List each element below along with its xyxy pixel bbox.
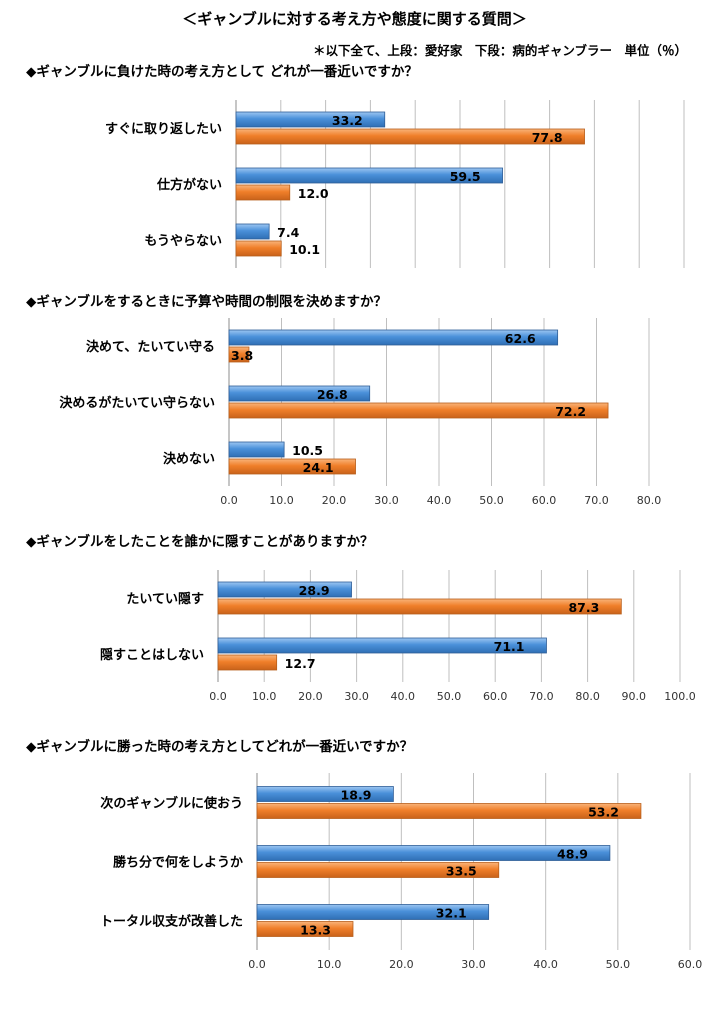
data-label: 12.7	[285, 656, 316, 671]
x-tick-label: 60.0	[483, 690, 508, 703]
x-tick-label: 10.0	[269, 494, 294, 507]
data-label: 10.1	[289, 242, 320, 257]
bar-enthusiast	[217, 581, 352, 598]
x-tick-label: 90.0	[622, 690, 647, 703]
data-label: 77.8	[532, 130, 563, 145]
bar-plot: すぐに取り返したい 33.2 77.8 仕方がない 59.5 12.0 もうやらない 7.4 1…	[105, 100, 685, 268]
x-tick-label: 40.0	[533, 958, 558, 971]
bar-enthusiast	[235, 167, 503, 184]
bar-enthusiast	[228, 441, 285, 458]
x-tick-label: 50.0	[606, 958, 631, 971]
bar-enthusiast	[256, 786, 394, 802]
x-tick-label: 30.0	[374, 494, 399, 507]
x-tick-label: 70.0	[584, 494, 609, 507]
data-label: 48.9	[557, 847, 588, 862]
category-label: すぐに取り返したい	[105, 122, 222, 137]
data-label: 18.9	[341, 788, 372, 803]
bar-pathological	[235, 184, 291, 201]
category-label: 勝ち分で何をしようか	[113, 855, 243, 871]
x-tick-label: 0.0	[248, 958, 266, 971]
data-label: 13.3	[300, 923, 331, 938]
data-label: 87.3	[568, 600, 599, 615]
bar-enthusiast	[235, 223, 270, 240]
bar-pathological	[217, 654, 278, 671]
x-tick-label: 70.0	[529, 690, 554, 703]
bar-pathological	[235, 240, 282, 257]
data-label: 53.2	[588, 805, 619, 820]
data-label: 59.5	[450, 169, 481, 184]
bar-pathological	[235, 128, 585, 145]
x-tick-label: 60.0	[678, 958, 703, 971]
category-label: 隠すことはしない	[100, 647, 204, 663]
data-label: 71.1	[494, 639, 525, 654]
x-tick-label: 80.0	[637, 494, 662, 507]
chart-title: ◆ギャンブルに勝った時の考え方としてどれが一番近いですか？	[26, 739, 414, 755]
bar-enthusiast	[256, 904, 490, 920]
x-tick-label: 50.0	[437, 690, 462, 703]
category-label: 決めるがたいてい守らない	[59, 395, 215, 411]
data-label: 33.2	[332, 113, 363, 128]
category-label: 決めて、たいてい守る	[86, 339, 215, 355]
bar-pathological	[256, 803, 642, 819]
bar-enthusiast	[228, 385, 371, 402]
chart-title: ◆ギャンブルに負けた時の考え方として どれが一番近いですか？	[26, 64, 418, 80]
x-tick-label: 50.0	[479, 494, 504, 507]
x-tick-label: 80.0	[575, 690, 600, 703]
bar-enthusiast	[256, 845, 611, 861]
category-label: 仕方がない	[156, 177, 222, 193]
bar-enthusiast	[228, 329, 559, 346]
x-tick-label: 60.0	[532, 494, 557, 507]
data-label: 28.9	[299, 583, 330, 598]
bar-plot: 0.0 10.0 20.0 30.0 40.0 50.0 60.0 70.0 80.0 90.0 1…	[100, 570, 696, 703]
data-label: 26.8	[317, 387, 348, 402]
x-tick-label: 30.0	[344, 690, 369, 703]
chart-title: ◆ギャンブルをしたことを誰かに隠すことがありますか？	[26, 534, 374, 550]
category-label: 次のギャンブルに使おう	[100, 796, 243, 812]
x-tick-label: 40.0	[427, 494, 452, 507]
x-tick-label: 40.0	[391, 690, 416, 703]
bar-enthusiast	[217, 637, 547, 654]
bar-pathological	[256, 921, 354, 937]
x-tick-label: 10.0	[317, 958, 342, 971]
bar-plot: 0.0 10.0 20.0 30.0 40.0 50.0 60.0 70.0 80.0 決めて、た…	[59, 318, 662, 507]
category-label: たいてい隠す	[126, 591, 204, 607]
data-label: 10.5	[292, 443, 323, 458]
data-label: 33.5	[446, 864, 477, 879]
x-tick-label: 0.0	[209, 690, 227, 703]
bar-plot: 0.0 10.0 20.0 30.0 40.0 50.0 60.0 次のギャンブルに使おう 18…	[100, 773, 703, 971]
x-tick-label: 10.0	[252, 690, 277, 703]
x-tick-label: 20.0	[298, 690, 323, 703]
page-title: ＜ギャンブルに対する考え方や態度に関する質問＞	[182, 10, 527, 28]
category-label: トータル収支が改善した	[100, 914, 243, 930]
data-label: 12.0	[298, 186, 329, 201]
bar-pathological	[256, 862, 500, 878]
data-label: 72.2	[555, 404, 586, 419]
category-label: もうやらない	[144, 234, 222, 249]
data-label: 32.1	[436, 906, 467, 921]
bar-pathological	[217, 598, 622, 615]
data-label: 24.1	[303, 460, 334, 475]
x-tick-label: 30.0	[461, 958, 486, 971]
data-label: 62.6	[505, 331, 536, 346]
unit-note: ＊以下全て、上段：愛好家 下段：病的ギャンブラー 単位（％）	[312, 43, 687, 58]
bar-pathological	[228, 402, 609, 419]
bar-pathological	[228, 458, 356, 475]
bar-pathological	[228, 346, 250, 363]
data-label: 7.4	[277, 225, 299, 240]
chart-title: ◆ギャンブルをするときに予算や時間の制限を決めますか？	[26, 294, 387, 310]
category-label: 決めない	[163, 451, 215, 467]
x-tick-label: 0.0	[220, 494, 238, 507]
x-tick-label: 100.0	[664, 690, 696, 703]
data-label: 3.8	[231, 348, 253, 363]
bar-enthusiast	[235, 111, 386, 128]
x-tick-label: 20.0	[322, 494, 347, 507]
x-tick-label: 20.0	[389, 958, 414, 971]
